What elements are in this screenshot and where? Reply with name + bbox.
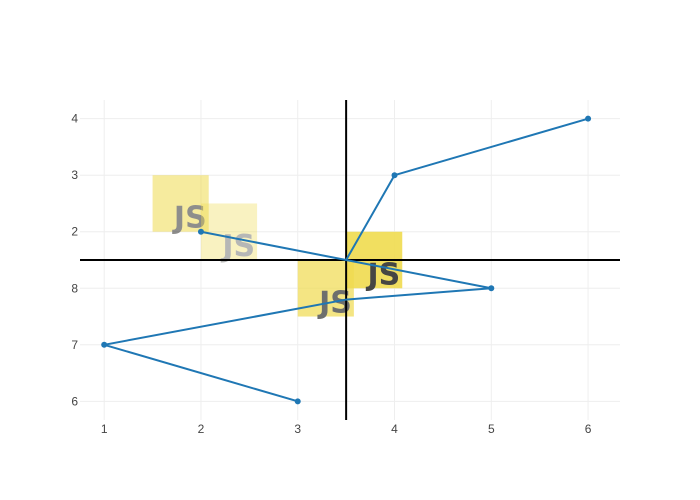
y-tick-label: 6 (71, 394, 78, 408)
y-tick-label: 4 (71, 112, 78, 126)
x-tick-label: 6 (585, 422, 592, 436)
x-tick-label: 1 (101, 422, 108, 436)
js-logo-background (152, 175, 209, 232)
data-point (101, 341, 108, 348)
data-series (101, 115, 592, 405)
series-line (103, 259, 492, 403)
data-point (197, 228, 204, 235)
series-top (197, 115, 592, 262)
x-tick-label: 5 (488, 422, 495, 436)
y-tick-labels: 2 3 4 6 7 8 (71, 112, 78, 409)
x-tick-label: 4 (391, 422, 398, 436)
js-logo-2: JS (200, 203, 258, 264)
series-bottom (101, 259, 495, 405)
x-tick-label: 2 (198, 422, 205, 436)
y-tick-label: 2 (71, 225, 78, 239)
x-tick-label: 3 (294, 422, 301, 436)
series-line (200, 117, 589, 262)
y-tick-label: 8 (71, 281, 78, 295)
js-logo-background (200, 203, 258, 260)
data-point (294, 398, 301, 405)
data-point (488, 285, 495, 292)
y-tick-label: 7 (71, 338, 78, 352)
js-logo-1: JS (152, 175, 209, 236)
data-point (585, 115, 592, 122)
x-tick-labels: 1 2 3 4 5 6 (101, 422, 592, 436)
data-point (391, 172, 398, 179)
y-tick-label: 3 (71, 168, 78, 182)
js-logo-text: JS (220, 229, 255, 264)
js-logo-text: JS (365, 257, 400, 292)
